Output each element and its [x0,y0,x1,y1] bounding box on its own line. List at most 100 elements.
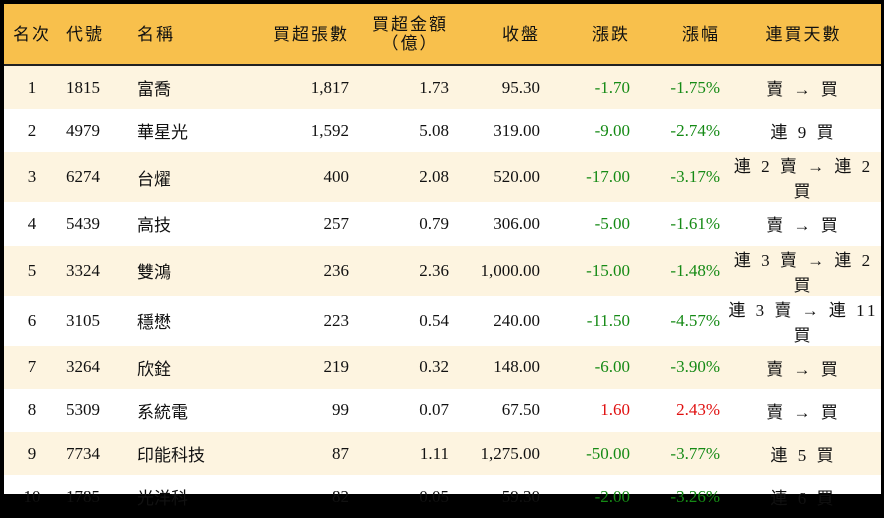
cell-days: 連 9 買 [770,123,837,143]
cell-amount: 0.54 [419,310,449,330]
header-pct: 漲幅 [636,4,726,66]
cell-shares: 219 [231,345,355,389]
cell-change: -50.00 [546,431,636,476]
cell-change: 1.60 [600,400,630,420]
table-row: 9 7734 印能科技 87 1.11 1,275.00 -50.00 -3.77% 連 5 買 [4,431,881,476]
cell-code: 6274 [60,152,131,203]
cell-change: -6.00 [546,345,636,389]
cell-pct: -3.90% [636,345,726,389]
cell-days: 賣 → 買 [766,216,841,236]
header-close: 收盤 [455,4,546,66]
header-change: 漲跌 [546,4,636,66]
header-rank: 名次 [4,4,60,66]
cell-shares: 1,817 [231,65,355,110]
cell-name: 系統電 [137,402,188,422]
cell-amount: 2.08 [355,152,455,203]
cell-change: -15.00 [546,245,636,296]
cell-code: 3105 [66,310,100,330]
cell-shares: 87 [231,431,355,476]
cell-days: 連 2 賣 → 連 2 買 [726,152,881,203]
cell-close: 1,275.00 [455,431,546,476]
cell-code: 5309 [66,400,100,420]
ranking-table-panel: 名次 代號 名稱 買超張數 買超金額 （億） 收盤 漲跌 漲幅 連買天數 1 18… [4,4,881,508]
cell-amount: 0.05 [419,486,449,506]
cell-close: 306.00 [493,213,540,233]
cell-days: 連 6 買 [770,489,837,509]
cell-name: 台燿 [131,152,231,203]
cell-rank: 2 [27,120,37,140]
table-row: 6 3105 穩懋 223 0.54 240.00 -11.50 -4.57% 連 3 賣 → … [4,296,881,346]
table-row: 2 4979 華星光 1,592 5.08 319.00 -9.00 -2.74% 連 9 買 [4,109,881,152]
cell-change: -17.00 [546,152,636,203]
cell-close: 59.30 [501,486,540,506]
table-body: 1 1815 富喬 1,817 1.73 95.30 -1.70 -1.75% 賣 → 買 2 49… [4,65,881,518]
cell-close: 67.50 [501,400,540,420]
cell-days: 賣 → 買 [726,65,881,110]
cell-amount: 5.08 [419,120,449,140]
table-row: 10 1785 光洋科 82 0.05 59.30 -2.00 -3.26% 連 6 買 [4,475,881,518]
cell-amount: 1.11 [355,431,455,476]
table-row: 4 5439 高技 257 0.79 306.00 -5.00 -1.61% 賣 → 買 [4,202,881,245]
cell-code: 7734 [60,431,131,476]
cell-pct: -2.74% [670,120,720,140]
cell-rank: 3 [4,152,60,203]
cell-pct: -3.26% [670,486,720,506]
cell-rank: 1 [4,65,60,110]
cell-amount: 1.73 [355,65,455,110]
cell-shares: 1,592 [310,120,349,140]
table-row: 3 6274 台燿 400 2.08 520.00 -17.00 -3.17% 連 2 賣 → … [4,152,881,203]
header-name: 名稱 [131,4,231,66]
cell-name: 雙鴻 [131,245,231,296]
cell-change: -9.00 [594,120,630,140]
cell-pct: -1.75% [636,65,726,110]
cell-pct: 2.43% [676,400,720,420]
table-row: 8 5309 系統電 99 0.07 67.50 1.60 2.43% 賣 → 買 [4,389,881,432]
header-days: 連買天數 [726,4,881,66]
cell-code: 4979 [66,120,100,140]
cell-pct: -3.77% [636,431,726,476]
table-header-row: 名次 代號 名稱 買超張數 買超金額 （億） 收盤 漲跌 漲幅 連買天數 [4,4,881,66]
cell-pct: -1.61% [670,213,720,233]
cell-name: 華星光 [137,123,188,143]
cell-name: 富喬 [131,65,231,110]
cell-close: 240.00 [493,310,540,330]
cell-name: 穩懋 [137,313,171,333]
header-amount: 買超金額 （億） [355,4,455,66]
cell-code: 3264 [60,345,131,389]
cell-close: 1,000.00 [455,245,546,296]
cell-code: 3324 [60,245,131,296]
cell-shares: 236 [231,245,355,296]
cell-days: 賣 → 買 [726,345,881,389]
cell-rank: 4 [27,213,37,233]
table-row: 5 3324 雙鴻 236 2.36 1,000.00 -15.00 -1.48% 連 3 賣 … [4,245,881,296]
cell-change: -11.50 [586,310,630,330]
cell-close: 148.00 [455,345,546,389]
cell-name: 欣銓 [131,345,231,389]
cell-pct: -1.48% [636,245,726,296]
cell-amount: 2.36 [355,245,455,296]
cell-rank: 8 [27,400,37,420]
cell-rank: 6 [27,310,37,330]
cell-amount: 0.07 [419,400,449,420]
cell-shares: 257 [323,213,350,233]
cell-days: 賣 → 買 [766,402,841,422]
cell-rank: 7 [4,345,60,389]
cell-shares: 82 [332,486,349,506]
cell-close: 95.30 [455,65,546,110]
cell-change: -2.00 [594,486,630,506]
cell-amount: 0.32 [355,345,455,389]
cell-amount: 0.79 [419,213,449,233]
cell-shares: 400 [231,152,355,203]
cell-rank: 10 [23,486,41,506]
cell-days: 連 3 賣 → 連 2 買 [726,245,881,296]
header-code: 代號 [60,4,131,66]
cell-shares: 99 [332,400,349,420]
table-row: 1 1815 富喬 1,817 1.73 95.30 -1.70 -1.75% 賣 → 買 [4,65,881,110]
cell-rank: 9 [4,431,60,476]
cell-days: 連 5 買 [726,431,881,476]
cell-code: 5439 [66,213,100,233]
cell-rank: 5 [4,245,60,296]
cell-code: 1785 [66,486,100,506]
cell-close: 520.00 [455,152,546,203]
cell-code: 1815 [60,65,131,110]
